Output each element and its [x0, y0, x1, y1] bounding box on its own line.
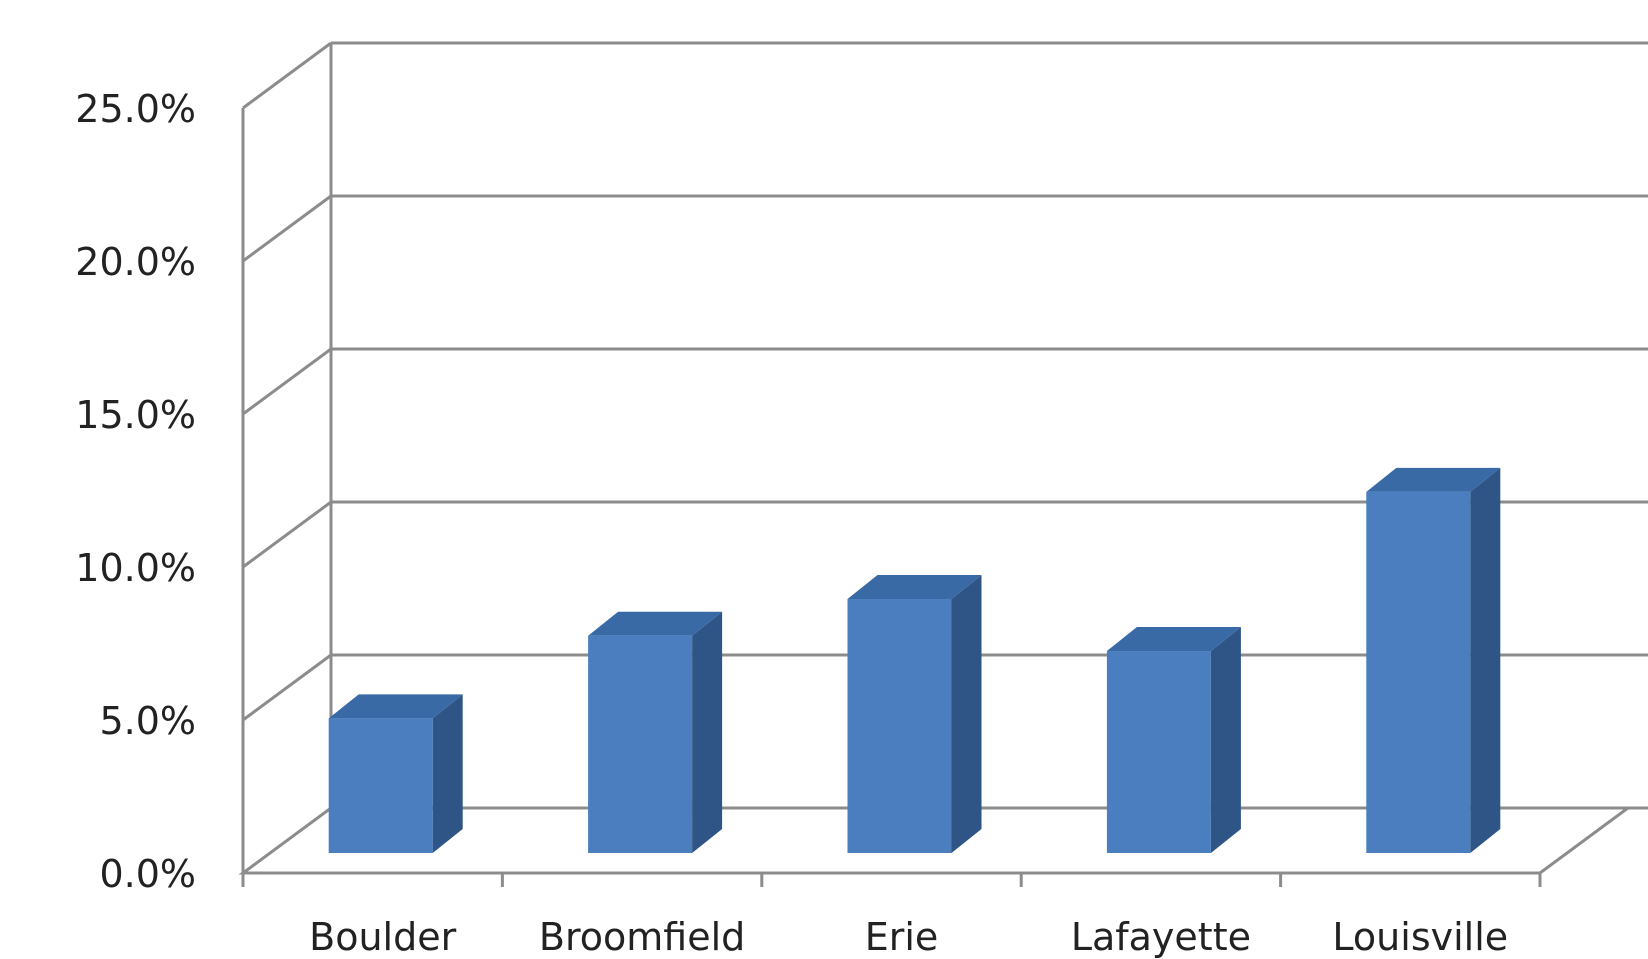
- y-tick-label: 20.0%: [75, 240, 196, 284]
- bar-top: [1106, 627, 1241, 652]
- bar-front: [1366, 491, 1471, 853]
- x-tick-label: Broomfield: [539, 915, 745, 959]
- bar-side: [692, 611, 723, 853]
- y-tick-label: 0.0%: [99, 852, 196, 896]
- bar-side: [1470, 467, 1501, 853]
- x-tick-label: Louisville: [1332, 915, 1508, 959]
- axes: [241, 43, 1542, 887]
- bar-side: [951, 575, 982, 853]
- bar-front: [847, 599, 952, 853]
- bar-top: [588, 611, 723, 636]
- gridline-diagonal: [242, 653, 332, 722]
- x-tick-label: Erie: [865, 915, 939, 959]
- bar-top: [328, 694, 463, 719]
- bar-top: [1366, 467, 1501, 492]
- x-tick-label: Lafayette: [1071, 915, 1251, 959]
- bar: [1366, 467, 1501, 853]
- bar: [847, 575, 982, 853]
- bar-front: [588, 635, 693, 853]
- labels: 0.0% 5.0% 10.0% 15.0% 20.0% 25.0% Boulder Broom…: [75, 87, 1508, 959]
- y-tick-label: 15.0%: [75, 393, 196, 437]
- bar: [588, 611, 723, 853]
- y-tick-label: 10.0%: [75, 546, 196, 590]
- bars: [328, 467, 1501, 853]
- bar-side: [432, 694, 463, 853]
- bar-front: [328, 718, 433, 853]
- bar-side: [1210, 627, 1241, 853]
- gridline-diagonal: [242, 347, 332, 416]
- gridline-diagonal: [242, 194, 332, 263]
- y-tick-label: 5.0%: [99, 699, 196, 743]
- bar-top: [847, 575, 982, 600]
- bar: [1106, 627, 1241, 853]
- x-tick-label: Boulder: [309, 915, 456, 959]
- bar: [328, 694, 463, 853]
- gridline-diagonal: [242, 41, 332, 110]
- y-tick-label: 25.0%: [75, 87, 196, 131]
- gridline-diagonal: [242, 500, 332, 569]
- bar-front: [1106, 651, 1211, 853]
